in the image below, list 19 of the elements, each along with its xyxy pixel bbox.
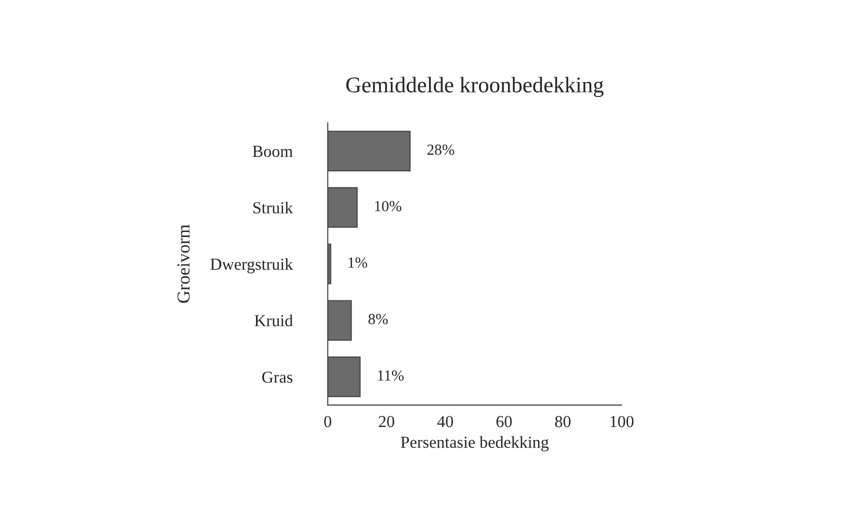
data-label: 8% bbox=[368, 314, 388, 324]
x-tick-label: 100 bbox=[610, 416, 634, 428]
y-tick-label: Boom bbox=[252, 146, 293, 157]
x-tick-label: 20 bbox=[378, 416, 394, 428]
data-label: 1% bbox=[348, 257, 368, 268]
y-axis-title: Groeivorm bbox=[178, 224, 190, 303]
data-label: 11% bbox=[378, 370, 404, 381]
x-tick-label: 80 bbox=[555, 416, 571, 428]
y-tick-label: Struik bbox=[253, 202, 294, 214]
y-tick-label: Dwergstruik bbox=[210, 258, 294, 274]
chart-title: Gemiddelde kroonbedekking bbox=[346, 76, 604, 98]
data-label: 10% bbox=[375, 201, 402, 212]
x-tick-label: 40 bbox=[437, 416, 453, 428]
y-tick-label: Kruid bbox=[254, 314, 293, 326]
x-tick-label: 0 bbox=[324, 416, 332, 428]
data-label: 28% bbox=[427, 144, 454, 155]
y-tick-label: Gras bbox=[262, 372, 292, 383]
x-axis-title: Persentasie bedekking bbox=[400, 436, 549, 452]
x-tick-label: 60 bbox=[496, 416, 512, 428]
